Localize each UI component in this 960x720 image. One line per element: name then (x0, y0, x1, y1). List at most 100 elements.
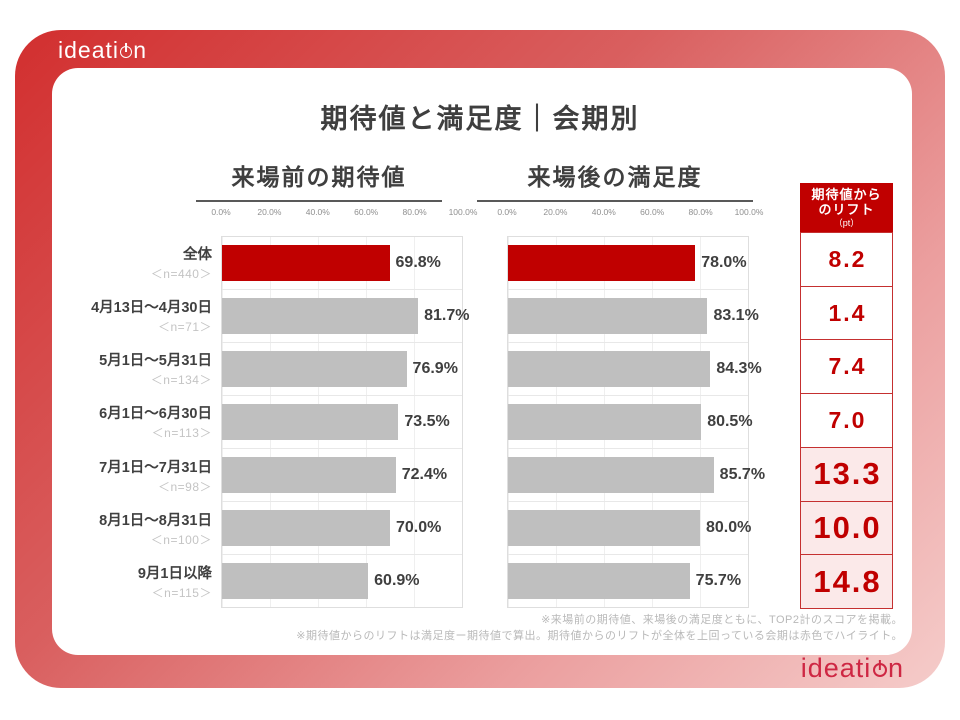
sample-size: ＜n=134＞ (150, 373, 212, 388)
expectation-bar (222, 563, 369, 599)
bar-row: 78.0% (508, 237, 748, 290)
bar-value-label: 78.0% (701, 254, 747, 271)
expectation-bar (222, 457, 396, 493)
expectation-bar (222, 245, 390, 281)
category-row: 7月1日～7月31日 ＜n=98＞ (30, 449, 212, 502)
bar-row: 85.7% (508, 449, 765, 502)
satisfaction-bar (508, 298, 708, 334)
sample-size: ＜n=100＞ (150, 532, 212, 547)
expectation-bar (222, 351, 407, 387)
lift-value-cell: 7.4 (800, 339, 893, 395)
lift-value-cell: 8.2 (800, 232, 893, 287)
category-row: 9月1日以降 ＜n=115＞ (30, 555, 212, 608)
bar-row: 83.1% (508, 290, 759, 343)
satisfaction-bar (508, 245, 696, 281)
footnotes: ※来場前の期待値、来場後の満足度ともに、TOP2計のスコアを掲載。 ※期待値から… (296, 612, 903, 644)
lift-value-cell: 14.8 (800, 554, 893, 610)
sample-size: ＜n=71＞ (157, 320, 212, 335)
category-row: 5月1日～5月31日 ＜n=134＞ (30, 342, 212, 395)
lift-value-cell: 10.0 (800, 500, 893, 556)
logo-text: ideati (58, 37, 119, 63)
axis-tick-label: 40.0% (591, 207, 616, 217)
footnote-line: ※来場前の期待値、来場後の満足度ともに、TOP2計のスコアを掲載。 (541, 614, 903, 626)
axis-tick-label: 100.0% (734, 207, 764, 217)
bar-row: 81.7% (222, 290, 469, 343)
bar-value-label: 72.4% (401, 466, 448, 483)
satisfaction-bar (508, 510, 700, 546)
power-icon (120, 46, 133, 58)
category-labels: 全体 ＜n=440＞ 4月13日～4月30日 ＜n=71＞ 5月1日～5月31日 ＜n=1… (30, 236, 212, 608)
bar-value-label: 73.5% (404, 413, 450, 430)
lift-header-line1: 期待値から (811, 186, 882, 202)
bar-value-label: 81.7% (424, 307, 470, 324)
axis-tick-label: 40.0% (305, 207, 330, 217)
right-chart-title: 来場後の満足度 (477, 158, 753, 202)
bar-row: 75.7% (508, 555, 748, 607)
category-name: 7月1日～7月31日 (99, 459, 212, 476)
satisfaction-bar (508, 404, 702, 440)
axis-tick-label: 20.0% (257, 207, 282, 217)
category-name: 8月1日～8月31日 (99, 512, 212, 529)
satisfaction-bar (508, 457, 714, 493)
axis-tick-label: 20.0% (543, 207, 568, 217)
bar-value-label: 76.9% (412, 360, 458, 377)
category-name: 4月13日～4月30日 (91, 300, 212, 317)
logo-text: n (887, 653, 904, 683)
lift-value-cell: 7.0 (800, 393, 893, 448)
category-name: 6月1日～6月30日 (99, 406, 212, 423)
bar-value-label: 75.7% (695, 572, 742, 589)
expectation-bar (222, 298, 419, 334)
sample-size: ＜n=113＞ (151, 426, 212, 441)
axis-tick-label: 60.0% (354, 207, 379, 217)
bar-row: 76.9% (222, 343, 462, 396)
axis-tick-label: 60.0% (640, 207, 665, 217)
bar-row: 73.5% (222, 396, 462, 449)
bar-value-label: 80.0% (706, 519, 752, 536)
satisfaction-chart: 78.0% 83.1% 84.3% 80.5% 85.7% 80.0% 75.7% (507, 236, 765, 608)
axis-tick-label: 0.0% (211, 207, 231, 217)
category-row: 全体 ＜n=440＞ (30, 236, 212, 289)
bar-value-label: 83.1% (713, 307, 759, 324)
footnote-line: ※期待値からのリフトは満足度ー期待値で算出。期待値からのリフトが全体を上回ってい… (296, 630, 903, 642)
ideation-logo-bottom: ideati n (801, 653, 904, 684)
satisfaction-bar (508, 563, 690, 599)
expectation-bar (222, 510, 390, 546)
category-name: 9月1日以降 (137, 565, 212, 582)
axis-tick-label: 80.0% (688, 207, 713, 217)
lift-column-header: 期待値から のリフト （pt） (800, 183, 893, 232)
lift-header-line2: のリフト (818, 202, 875, 218)
axis-tick-label: 100.0% (448, 207, 478, 217)
bar-row: 70.0% (222, 502, 462, 555)
bar-value-label: 85.7% (719, 466, 766, 483)
page-title: 期待値と満足度｜会期別 (320, 104, 640, 134)
bar-row: 69.8% (222, 237, 462, 290)
axis-tick-label: 80.0% (402, 207, 427, 217)
bar-value-label: 69.8% (395, 254, 441, 271)
left-axis-ticks: 0.0% 20.0% 40.0% 60.0% 80.0% 100.0% (211, 207, 477, 219)
sample-size: ＜n=98＞ (157, 479, 212, 494)
category-row: 6月1日～6月30日 ＜n=113＞ (30, 395, 212, 448)
lift-column: 8.2 1.4 7.4 7.0 13.3 10.0 14.8 (800, 232, 893, 610)
expectation-bar (222, 404, 399, 440)
bar-value-label: 80.5% (707, 413, 753, 430)
bar-value-label: 70.0% (396, 519, 442, 536)
category-row: 8月1日～8月31日 ＜n=100＞ (30, 502, 212, 555)
logo-text: ideati (800, 653, 872, 683)
category-name: 全体 (183, 247, 212, 264)
logo-text: n (133, 37, 148, 63)
lift-value-cell: 13.3 (800, 446, 893, 502)
left-chart-title: 来場前の期待値 (196, 158, 442, 202)
power-icon (872, 662, 887, 677)
ideation-logo-top: ideati n (58, 37, 147, 64)
content-area (52, 68, 912, 655)
right-axis-ticks: 0.0% 20.0% 40.0% 60.0% 80.0% 100.0% (497, 207, 763, 219)
category-row: 4月13日～4月30日 ＜n=71＞ (30, 289, 212, 342)
lift-value-cell: 1.4 (800, 285, 893, 341)
sample-size: ＜n=440＞ (150, 267, 212, 282)
bar-row: 80.5% (508, 396, 753, 449)
bar-row: 60.9% (222, 555, 462, 607)
bar-value-label: 84.3% (716, 360, 762, 377)
expectation-chart: 69.8% 81.7% 76.9% 73.5% 72.4% 70.0% 60.9% (221, 236, 469, 608)
bar-row: 80.0% (508, 502, 752, 555)
